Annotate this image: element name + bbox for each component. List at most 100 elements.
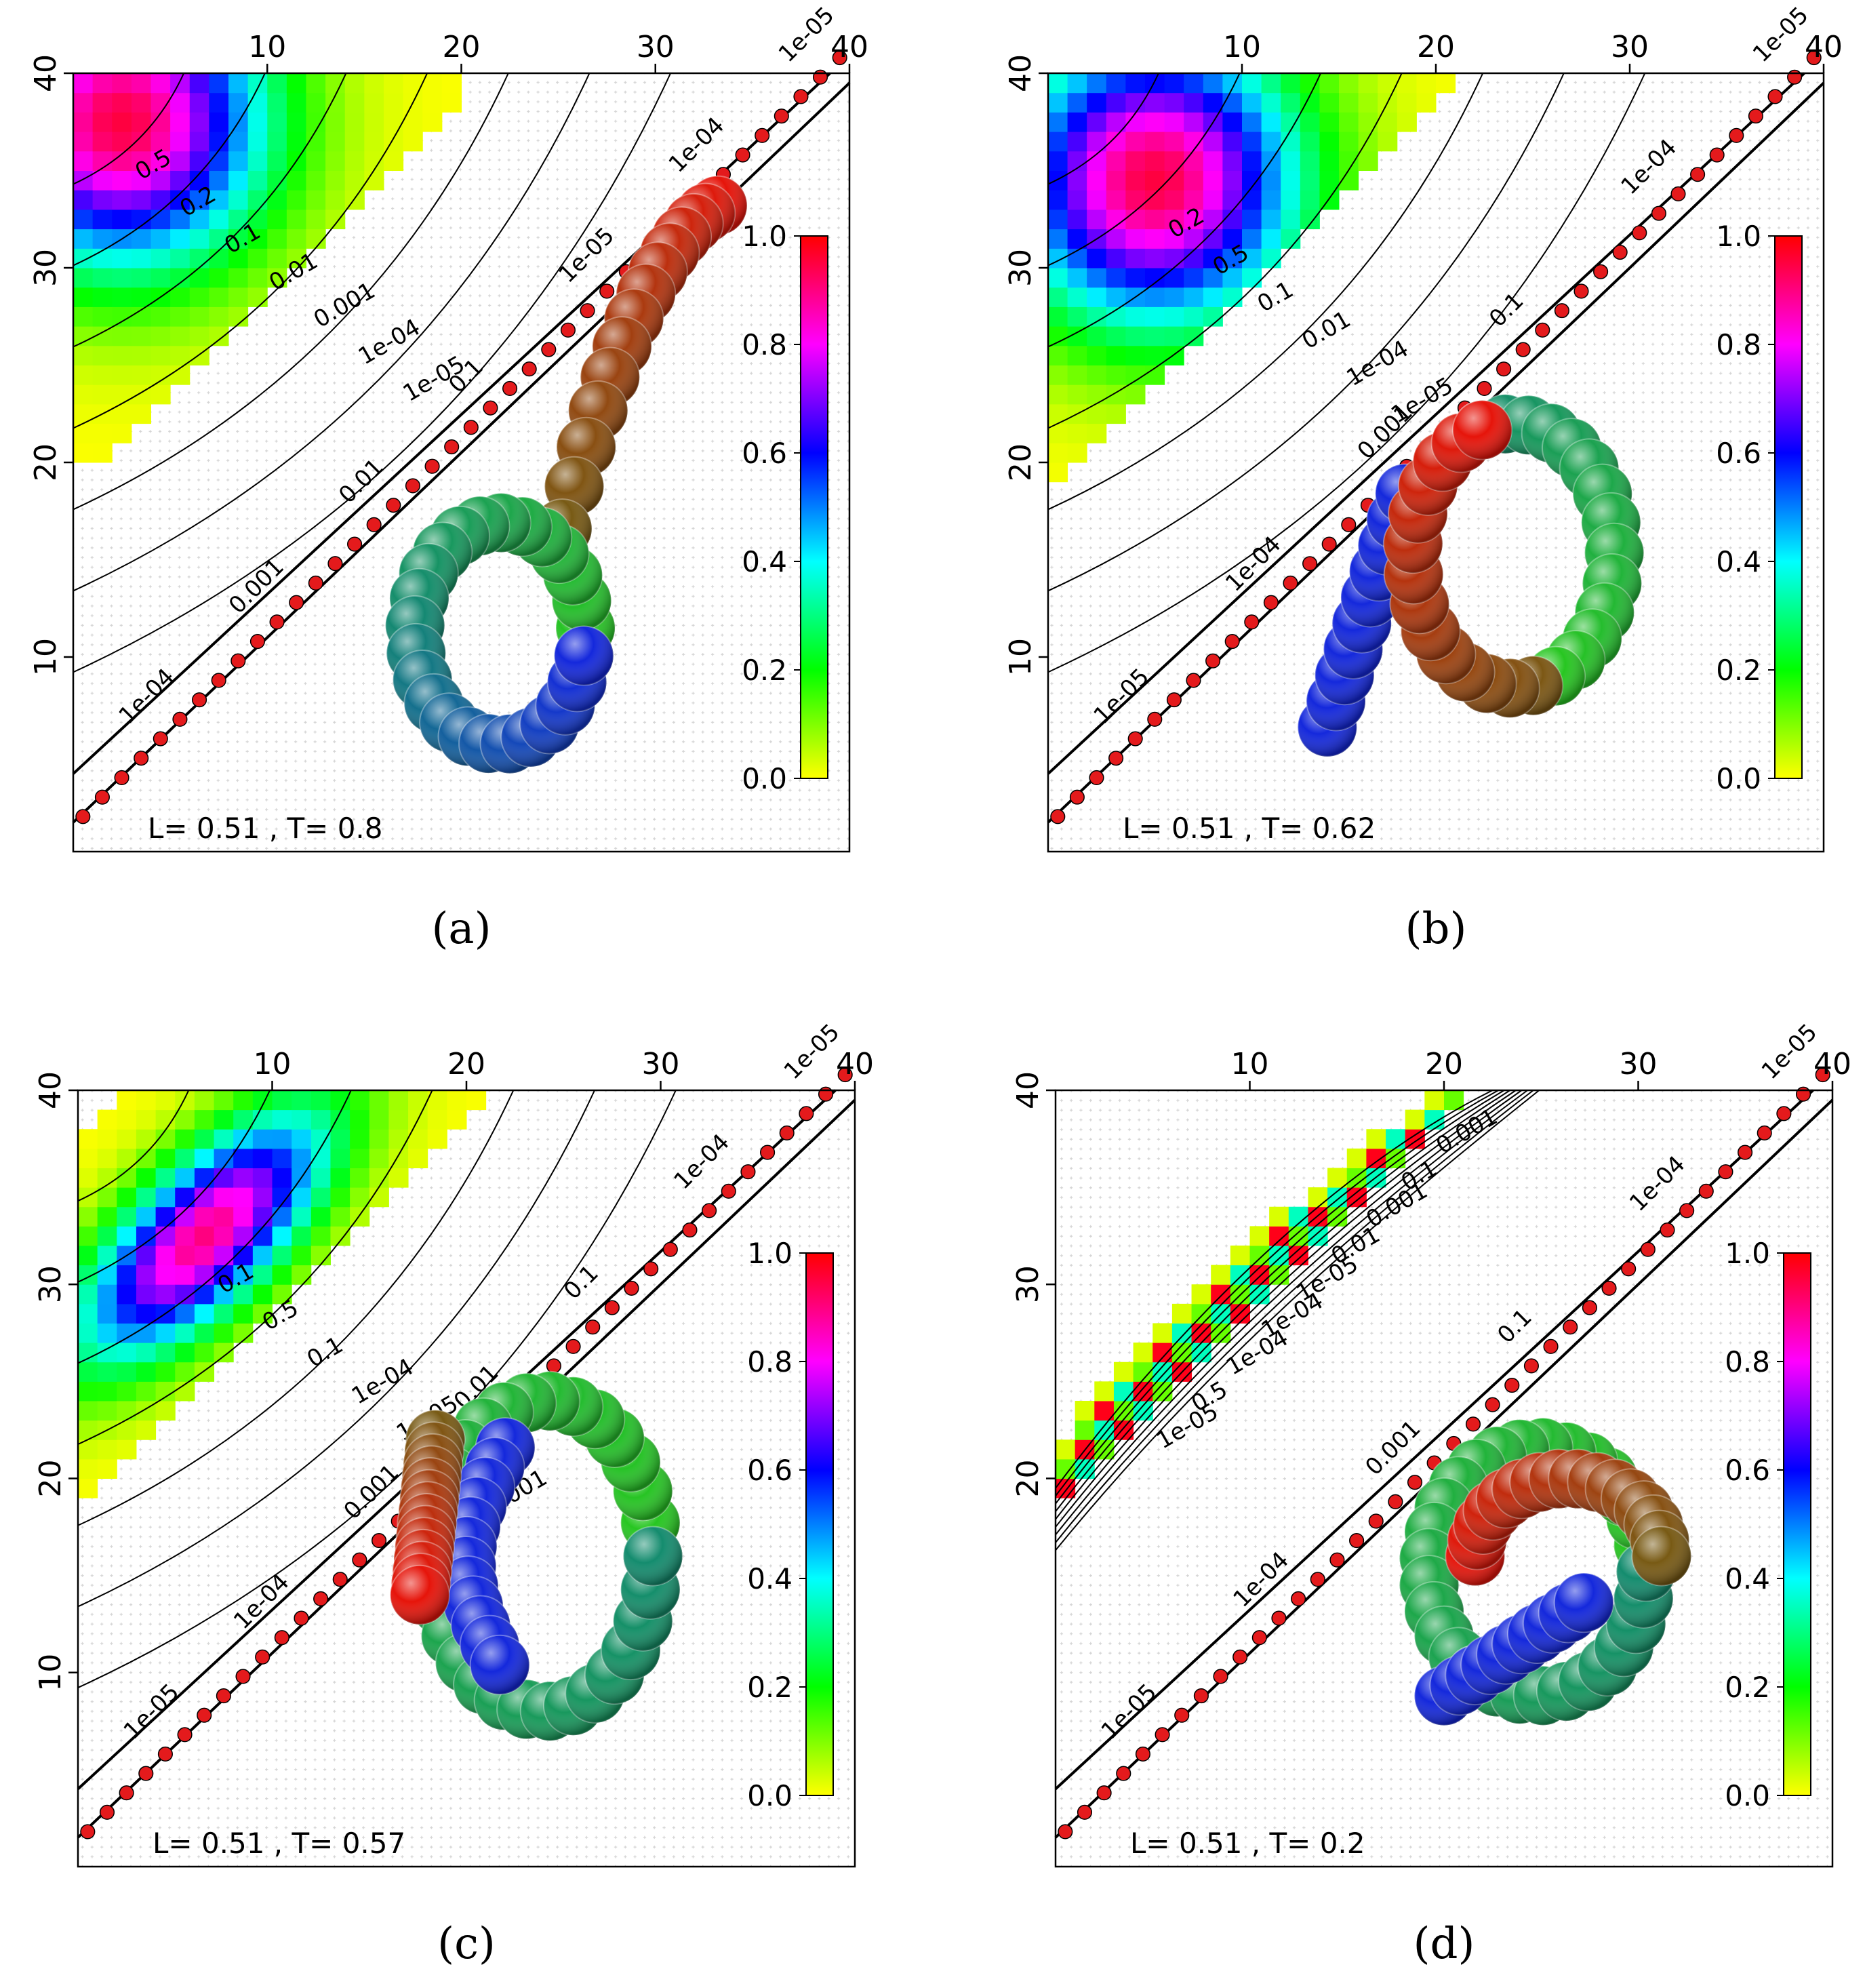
heat-cell [209,92,229,113]
heat-cell [1087,73,1107,94]
heat-cell [189,190,209,210]
heat-cell [1106,92,1126,113]
heat-cell [92,73,113,94]
x-tick-label: 40 [1813,1047,1851,1081]
contour-line [77,1090,595,1608]
heat-cell [1319,132,1340,152]
heat-cell [344,132,365,152]
diagonal-bead [585,1319,601,1335]
heat-cell [209,151,229,171]
heat-cell [233,1168,254,1188]
heat-cell [286,190,306,210]
heat-cell [350,1168,370,1188]
heat-cell [344,73,365,94]
heat-cell [350,1148,370,1168]
heat-cell [136,1148,157,1168]
heat-cell [272,1168,292,1188]
heat-cell [1222,190,1243,210]
heat-cell [1211,1265,1231,1285]
heat-cell [330,1129,350,1149]
panel-caption: (c) [437,1919,496,1969]
heat-cell [131,190,151,210]
heat-cell [194,1303,215,1324]
contour-label-diag: 1e-05 [779,1018,845,1085]
diagonal-bead [235,1669,251,1684]
diagonal-bead [1321,536,1337,552]
heat-cell [151,345,171,365]
diagonal-bead [347,536,363,552]
x-tick-label: 30 [1620,1047,1658,1081]
heat-cell [112,287,132,307]
x-tick-label: 40 [836,1047,874,1081]
heat-cell [131,326,151,346]
heat-cell [267,112,287,132]
heat-cell [1319,92,1340,113]
heat-cell [1164,326,1184,346]
heat-cell [310,1246,331,1266]
heat-cell [247,287,268,307]
contour-line [77,1090,270,1283]
heat-cell [112,112,132,132]
heat-cell [1184,112,1204,132]
heat-cell [1424,1090,1445,1111]
heat-cell [1339,132,1359,152]
heat-cell [1087,365,1107,385]
diagonal-bead [1116,1766,1131,1781]
parameter-annotation: L= 0.51 , T= 0.62 [1123,812,1376,845]
heat-cell [1125,209,1146,230]
heat-cell [325,112,346,132]
heat-cell [1222,151,1243,171]
heat-cell [214,1246,234,1266]
heat-cell [310,1129,331,1149]
heat-cell [136,1343,157,1363]
diagonal-bead [1543,1338,1559,1354]
heat-cell [131,248,151,269]
heat-cell [1048,443,1068,463]
heat-cell [422,112,443,132]
contour-label-diag: 1e-05 [1748,1,1814,68]
heat-cell [1242,73,1262,94]
heat-cell [92,92,113,113]
diagonal-bead [1535,322,1550,338]
diagonal-bead [1477,380,1492,396]
heat-cell [1171,1303,1192,1324]
heat-cell [330,1206,350,1227]
x-tick-label: 30 [1611,30,1649,64]
heat-cell [267,92,287,113]
heat-cell [92,228,113,249]
diagonal-bead [1341,517,1357,532]
heat-cell [131,268,151,288]
bead-shading [470,1635,529,1694]
heat-cell [1184,248,1204,269]
diagonal-bead [99,1804,115,1820]
x-tick-label: 20 [447,1047,485,1081]
heat-cell [1230,1246,1250,1266]
heat-cell [1281,92,1301,113]
heat-cell [131,384,151,405]
heat-cell [1067,73,1087,94]
heat-cell [1087,248,1107,269]
diagonal-bead [372,1533,387,1549]
heat-cell [1048,248,1068,269]
diagonal-bead [1224,633,1240,650]
heat-cell [1242,190,1262,210]
heat-cell [1222,228,1243,249]
heat-cell [189,92,209,113]
heat-cell [1191,1284,1211,1305]
contour-line [73,73,347,348]
heat-cell [1106,228,1126,249]
heat-cell [1048,190,1068,210]
heat-cell [92,287,113,307]
heat-cell [350,1187,370,1208]
diagonal-bead [134,751,149,766]
heat-cell [151,268,171,288]
diagonal-bead [1244,614,1260,630]
x-axis-ticks: 10 20 30 40 [1223,30,1843,73]
colorbar-tick-label: 0.4 [1725,1562,1770,1595]
heat-cell [209,248,229,269]
x-tick-label: 30 [637,30,675,64]
heat-cell [252,1109,273,1130]
heat-cell [170,209,190,230]
heat-cell [247,112,268,132]
heat-cell [272,1148,292,1168]
